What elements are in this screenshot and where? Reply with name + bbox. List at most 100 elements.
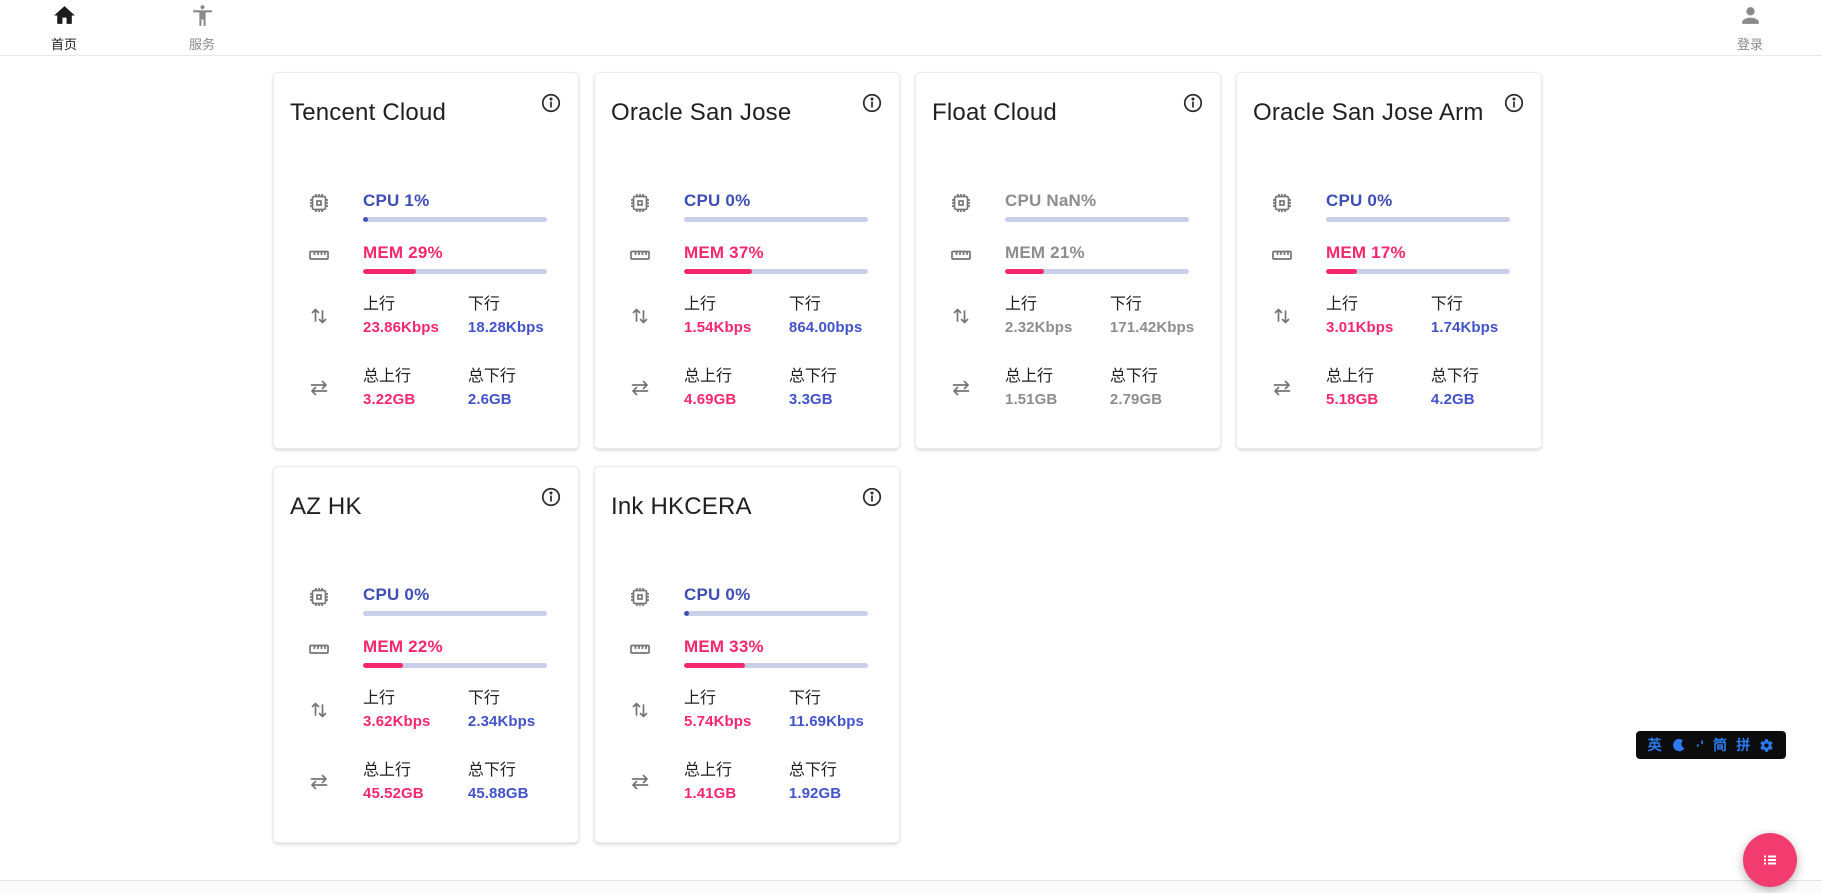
server-name: Tencent Cloud: [290, 99, 447, 126]
cpu-chip-icon: [628, 191, 652, 215]
cpu-progressbar: [1326, 217, 1510, 222]
memory-ruler-icon: [307, 637, 331, 661]
total-download-value: 1.92GB: [788, 785, 842, 802]
cpu-usage-label: CPU 0%: [1326, 191, 1393, 210]
person-standing-icon: [190, 3, 215, 33]
server-name: Float Cloud: [932, 99, 1057, 126]
ime-settings-gear-icon[interactable]: [1759, 738, 1774, 753]
nav-login-label: 登录: [1736, 36, 1763, 52]
upload-label: 上行: [1326, 296, 1359, 313]
mem-usage-label: MEM 22%: [363, 637, 443, 656]
cpu-chip-icon: [307, 191, 331, 215]
memory-ruler-icon: [628, 637, 652, 661]
download-label: 下行: [788, 296, 821, 313]
info-icon[interactable]: [540, 92, 562, 114]
upload-label: 上行: [363, 296, 396, 313]
sync-arrows-icon: [307, 770, 331, 794]
total-download-label: 总下行: [788, 368, 837, 385]
top-navbar: 首页 服务 登录: [0, 0, 1822, 56]
total-upload-value: 3.22GB: [363, 391, 416, 408]
server-card-oracle-san-jose-arm: Oracle San Jose Arm CPU 0% MEM 17%: [1236, 72, 1542, 449]
person-icon: [1738, 3, 1763, 33]
info-icon[interactable]: [861, 92, 883, 114]
list-icon: [1758, 848, 1782, 872]
memory-ruler-icon: [307, 243, 331, 267]
mem-usage-label: MEM 37%: [684, 243, 764, 262]
cpu-progressbar: [363, 611, 547, 616]
upload-label: 上行: [684, 690, 717, 707]
sync-arrows-icon: [628, 376, 652, 400]
mem-usage-label: MEM 29%: [363, 243, 443, 262]
server-card-grid: Tencent Cloud CPU 1% MEM 29%: [273, 72, 1558, 843]
cpu-chip-icon: [1270, 191, 1294, 215]
footer-divider: [0, 880, 1822, 893]
sync-arrows-icon: [628, 770, 652, 794]
ime-pinyin-toggle[interactable]: 拼: [1736, 737, 1751, 753]
cpu-chip-icon: [307, 585, 331, 609]
info-icon[interactable]: [540, 486, 562, 508]
mem-usage-label: MEM 17%: [1326, 243, 1406, 262]
cpu-progressbar: [684, 217, 868, 222]
updown-arrows-icon: [307, 304, 331, 328]
total-download-label: 总下行: [467, 762, 516, 779]
ime-punctuation-toggle[interactable]: ·': [1695, 737, 1704, 753]
upload-value: 3.01Kbps: [1326, 319, 1394, 336]
total-upload-value: 1.51GB: [1005, 391, 1058, 408]
download-value: 2.34Kbps: [467, 713, 536, 730]
upload-value: 23.86Kbps: [363, 319, 439, 336]
upload-label: 上行: [684, 296, 717, 313]
server-card-tencent-cloud: Tencent Cloud CPU 1% MEM 29%: [273, 72, 579, 449]
cpu-usage-label: CPU 1%: [363, 191, 430, 210]
download-label: 下行: [788, 690, 821, 707]
ime-english-toggle[interactable]: 英: [1647, 737, 1662, 753]
updown-arrows-icon: [949, 304, 973, 328]
info-icon[interactable]: [1182, 92, 1204, 114]
cpu-usage-label: CPU NaN%: [1005, 191, 1097, 210]
updown-arrows-icon: [628, 304, 652, 328]
total-upload-label: 总上行: [363, 762, 412, 779]
server-name: AZ HK: [290, 493, 362, 520]
cpu-usage-label: CPU 0%: [363, 585, 430, 604]
half-full-width-moon-icon[interactable]: [1671, 737, 1687, 753]
nav-item-login[interactable]: 登录: [1724, 3, 1776, 53]
total-download-value: 3.3GB: [788, 391, 833, 408]
info-icon[interactable]: [1503, 92, 1525, 114]
ime-simplified-toggle[interactable]: 简: [1713, 737, 1728, 753]
total-upload-label: 总上行: [363, 368, 412, 385]
nav-item-services[interactable]: 服务: [176, 3, 228, 53]
upload-value: 5.74Kbps: [684, 713, 752, 730]
upload-label: 上行: [363, 690, 396, 707]
download-value: 18.28Kbps: [467, 319, 544, 336]
total-download-label: 总下行: [788, 762, 837, 779]
download-label: 下行: [1430, 296, 1463, 313]
sync-arrows-icon: [1270, 376, 1294, 400]
download-label: 下行: [1109, 296, 1142, 313]
cpu-chip-icon: [949, 191, 973, 215]
server-card-float-cloud: Float Cloud CPU NaN% MEM 21%: [915, 72, 1221, 449]
updown-arrows-icon: [307, 698, 331, 722]
mem-progressbar: [1326, 269, 1510, 274]
total-upload-value: 5.18GB: [1326, 391, 1379, 408]
server-card-az-hk: AZ HK CPU 0% MEM 22%: [273, 466, 579, 843]
mem-progressbar: [363, 269, 547, 274]
total-download-value: 45.88GB: [467, 785, 529, 802]
download-value: 171.42Kbps: [1109, 319, 1195, 336]
mem-progressbar: [1005, 269, 1189, 274]
upload-value: 3.62Kbps: [363, 713, 431, 730]
server-card-ink-hkcera: Ink HKCERA CPU 0% MEM 33%: [594, 466, 900, 843]
total-upload-label: 总上行: [684, 368, 733, 385]
updown-arrows-icon: [628, 698, 652, 722]
download-value: 11.69Kbps: [788, 713, 864, 730]
total-upload-value: 45.52GB: [363, 785, 424, 802]
server-list-fab[interactable]: [1743, 833, 1797, 887]
info-icon[interactable]: [861, 486, 883, 508]
home-icon: [52, 3, 77, 33]
sync-arrows-icon: [949, 376, 973, 400]
server-card-oracle-san-jose: Oracle San Jose CPU 0% MEM 37%: [594, 72, 900, 449]
download-label: 下行: [467, 296, 500, 313]
total-download-label: 总下行: [1430, 368, 1479, 385]
download-value: 864.00bps: [788, 319, 863, 336]
total-download-value: 4.2GB: [1430, 391, 1475, 408]
sync-arrows-icon: [307, 376, 331, 400]
nav-item-home[interactable]: 首页: [38, 3, 90, 53]
